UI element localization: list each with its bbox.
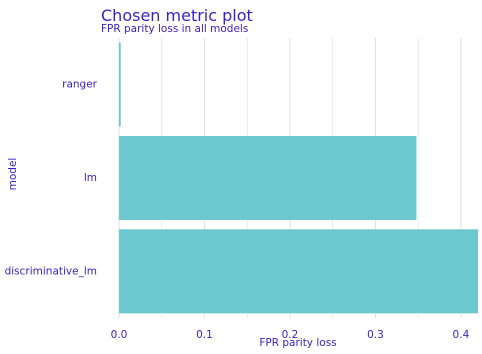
bar-lm	[119, 136, 417, 220]
bars	[119, 42, 478, 314]
chart-subtitle: FPR parity loss in all models	[101, 23, 249, 35]
x-axis-title: FPR parity loss	[259, 337, 337, 349]
y-tick-label: lm	[84, 172, 97, 184]
x-tick-label: 0.4	[453, 329, 470, 341]
y-tick-label: ranger	[62, 79, 98, 91]
x-tick-label: 0.0	[111, 329, 128, 341]
x-tick-label: 0.1	[196, 329, 213, 341]
chart-title: Chosen metric plot	[101, 6, 253, 25]
y-tick-label: discriminative_lm	[5, 265, 97, 277]
bar-ranger	[119, 42, 121, 127]
x-tick-label: 0.3	[367, 329, 384, 341]
x-tick-label: 0.2	[282, 329, 299, 341]
y-tick-labels: ranger lm discriminative_lm	[5, 79, 98, 278]
bar-discriminative_lm	[119, 229, 478, 314]
x-tick-labels: 0.0 0.1 0.2 0.3 0.4	[111, 329, 470, 341]
